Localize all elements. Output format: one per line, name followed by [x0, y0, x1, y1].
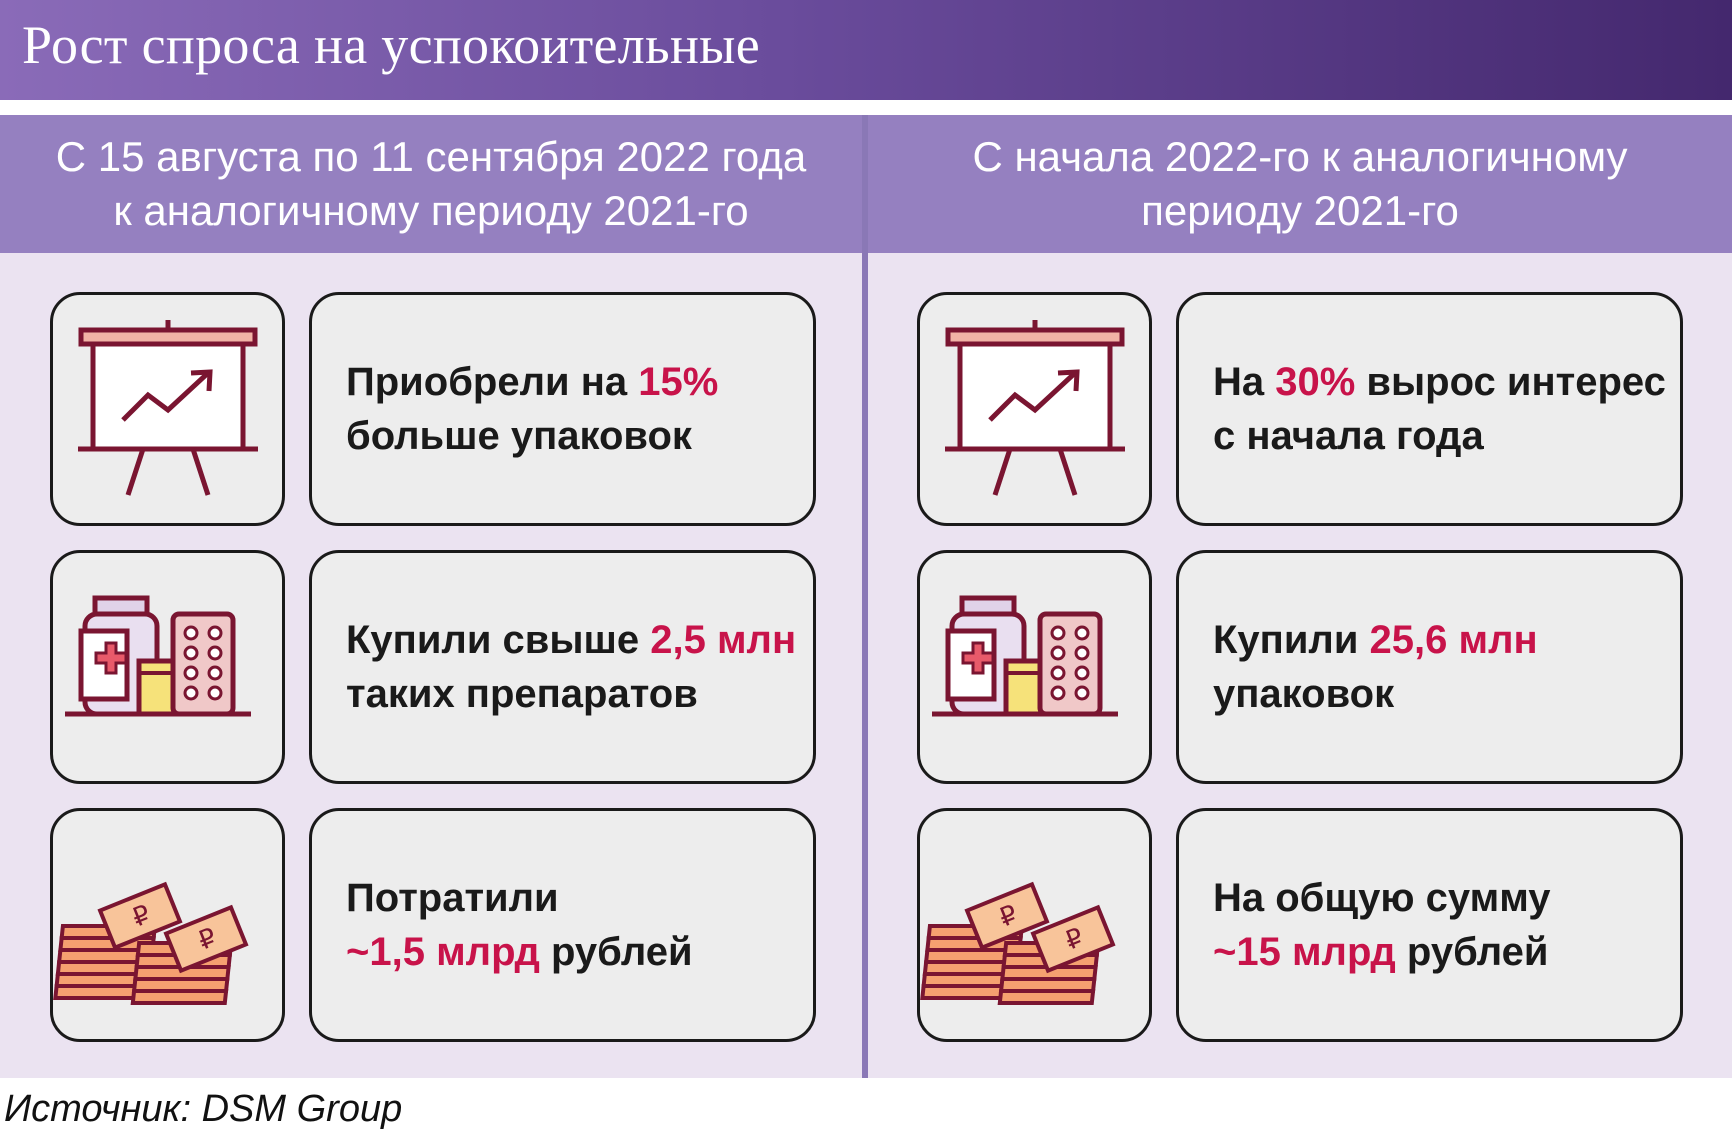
- stat-card: Купили 25,6 млн упаковок: [1176, 550, 1683, 784]
- right-panel-header: С начала 2022-го к аналогичному периоду …: [868, 115, 1732, 253]
- stat-highlight: 25,6 млн: [1369, 618, 1538, 662]
- stat-text-post: вырос интерес: [1355, 360, 1666, 404]
- stat-highlight: ~15 млрд: [1213, 930, 1396, 974]
- panel-divider: [862, 115, 868, 1078]
- left-header-line1: С 15 августа по 11 сентября 2022 года: [55, 133, 807, 180]
- presentation-chart-icon: [50, 292, 285, 526]
- left-panel-header: С 15 августа по 11 сентября 2022 года к …: [0, 115, 862, 253]
- right-header-line2: периоду 2021-го: [1141, 187, 1459, 234]
- stat-text-line2: с начала года: [1213, 414, 1484, 458]
- stat-card: Потратили ~1,5 млрд рублей: [309, 808, 816, 1042]
- stat-card: Приобрели на 15% больше упаковок: [309, 292, 816, 526]
- medicine-icon: [50, 550, 285, 784]
- stat-text-post: рублей: [1395, 930, 1549, 974]
- stat-highlight: 30%: [1275, 360, 1356, 404]
- stat-text-pre: На: [1213, 360, 1276, 404]
- stat-text-line1: Потратили: [346, 876, 559, 920]
- money-stacks-icon: [917, 808, 1152, 1042]
- stat-text: Купили 25,6 млн упаковок: [1213, 613, 1538, 721]
- stat-text-pre: Приобрели на: [346, 360, 639, 404]
- stat-text: Купили свыше 2,5 млн таких препаратов: [346, 613, 796, 721]
- stat-highlight: 15%: [638, 360, 719, 404]
- medicine-icon: [917, 550, 1152, 784]
- title-bar: Рост спроса на успокоительные: [0, 0, 1732, 100]
- stat-text: Потратили ~1,5 млрд рублей: [346, 871, 693, 979]
- stat-text-line2: больше упаковок: [346, 414, 692, 458]
- page-title: Рост спроса на успокоительные: [22, 15, 761, 75]
- stat-text-pre: Купили свыше: [346, 618, 651, 662]
- right-header-line1: С начала 2022-го к аналогичному: [972, 133, 1628, 180]
- stat-text-post: рублей: [539, 930, 693, 974]
- stat-text: Приобрели на 15% больше упаковок: [346, 355, 718, 463]
- left-panel: С 15 августа по 11 сентября 2022 года к …: [0, 115, 862, 1078]
- left-header-line2: к аналогичному периоду 2021-го: [113, 187, 749, 234]
- stat-text-line2: упаковок: [1213, 672, 1395, 716]
- stat-text: На 30% вырос интерес с начала года: [1213, 355, 1666, 463]
- stat-highlight: ~1,5 млрд: [346, 930, 540, 974]
- stat-text-line1: На общую сумму: [1213, 876, 1551, 920]
- stat-card: На общую сумму ~15 млрд рублей: [1176, 808, 1683, 1042]
- money-stacks-icon: [50, 808, 285, 1042]
- stat-highlight: 2,5 млн: [650, 618, 797, 662]
- stat-text-pre: Купили: [1213, 618, 1370, 662]
- stat-text-line2: таких препаратов: [346, 672, 698, 716]
- presentation-chart-icon: [917, 292, 1152, 526]
- source-note: Источник: DSM Group: [4, 1088, 403, 1130]
- stat-card: Купили свыше 2,5 млн таких препаратов: [309, 550, 816, 784]
- right-panel: С начала 2022-го к аналогичному периоду …: [868, 115, 1732, 1078]
- stat-card: На 30% вырос интерес с начала года: [1176, 292, 1683, 526]
- stat-text: На общую сумму ~15 млрд рублей: [1213, 871, 1551, 979]
